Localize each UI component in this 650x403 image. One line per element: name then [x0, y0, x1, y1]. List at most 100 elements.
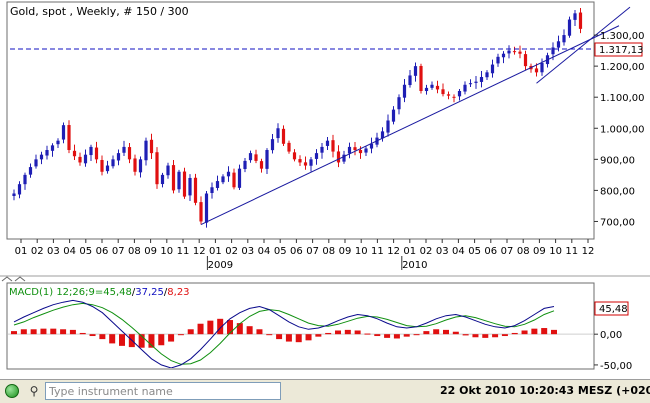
candle-body: [419, 65, 423, 91]
price-tick-label: 1.300,00: [600, 31, 645, 42]
candle-body: [78, 156, 82, 163]
price-panel-frame: [6, 1, 595, 240]
macd-histogram-bar: [541, 328, 548, 335]
current-price-marker: [594, 42, 643, 57]
year-label: 2009: [208, 260, 233, 271]
price-tick-label: 900,00: [600, 155, 635, 166]
macd-histogram-bar: [364, 333, 371, 335]
month-label: 09: [144, 246, 157, 257]
candle-body: [567, 19, 572, 36]
macd-histogram-bar: [69, 329, 76, 335]
candle-body: [171, 165, 176, 191]
candle-body: [204, 193, 209, 223]
macd-histogram-bar: [50, 328, 57, 335]
candle-body: [364, 148, 368, 153]
trendline[interactable]: [536, 6, 631, 84]
candle-body: [501, 53, 506, 58]
macd-histogram-bar: [344, 329, 351, 335]
macd-line: [13, 299, 555, 368]
macd-histogram-bar: [325, 332, 332, 335]
candle-body: [39, 154, 44, 160]
candle-body: [149, 139, 154, 154]
candle-body: [155, 152, 159, 185]
month-label: 04: [63, 246, 76, 257]
candle-body: [424, 87, 429, 92]
month-label: 01: [209, 246, 222, 257]
macd-histogram-bar: [482, 334, 489, 338]
candle-body: [94, 147, 99, 160]
month-label: 10: [355, 246, 368, 257]
macd-histogram-bar: [295, 334, 302, 343]
resize-handle-icon[interactable]: [1, 276, 26, 282]
candle-body: [578, 12, 583, 29]
price-tick-label: 1.000,00: [600, 124, 645, 135]
macd-histogram-bar: [217, 318, 224, 335]
candle-body: [133, 158, 137, 172]
candle-body: [45, 150, 49, 156]
macd-histogram-bar: [158, 334, 165, 346]
macd-tick-label: -50,00: [600, 361, 632, 372]
macd-histogram-bar: [472, 334, 479, 338]
month-label: 04: [452, 246, 465, 257]
candle-body: [430, 84, 434, 88]
candle-body: [479, 77, 484, 82]
macd-tick-label: 0,00: [600, 330, 622, 341]
candle-body: [518, 51, 522, 54]
candle-body: [402, 84, 407, 98]
macd-histogram-bar: [177, 334, 184, 336]
candle-body: [573, 13, 577, 20]
price-tick-label: 1.200,00: [600, 62, 645, 73]
candle-body: [468, 83, 473, 85]
candle-body: [463, 84, 467, 92]
candle-body: [320, 146, 324, 153]
candle-body: [144, 140, 148, 161]
macd-histogram-bar: [187, 329, 194, 335]
macd-panel-frame: [6, 282, 595, 370]
candle-body: [391, 109, 396, 122]
status-bar: ⚲ 22 Okt 2010 10:20:43 MESZ (+0200): [0, 379, 650, 403]
candle-body: [237, 168, 242, 188]
month-label: 10: [549, 246, 562, 257]
month-label: 11: [177, 246, 190, 257]
candle-body: [287, 142, 291, 152]
month-label: 01: [15, 246, 28, 257]
month-label: 08: [128, 246, 141, 257]
macd-histogram-bar: [79, 332, 86, 335]
candle-body: [116, 153, 121, 161]
candle-body: [331, 140, 335, 152]
candle-body: [199, 202, 203, 222]
trendline[interactable]: [200, 25, 620, 226]
connection-status-icon[interactable]: [5, 384, 19, 398]
macd-histogram-bar: [423, 331, 430, 335]
candle-body: [215, 181, 220, 188]
macd-histogram-bar: [138, 334, 145, 348]
chart-area[interactable]: Gold, spot , Weekly, # 150 / 300 700,00 8…: [0, 0, 650, 379]
macd-title: MACD(1) 12;26;9=45,48/37,25/8,23: [9, 287, 190, 298]
year-label: 2010: [402, 260, 427, 271]
macd-histogram-bar: [197, 323, 204, 335]
macd-histogram-bar: [99, 334, 106, 340]
macd-histogram-bar: [276, 334, 283, 340]
candle-body: [496, 56, 500, 64]
macd-histogram-bar: [443, 329, 449, 335]
month-label: 12: [387, 246, 400, 257]
macd-histogram-bar: [285, 334, 292, 342]
search-icon[interactable]: ⚲: [29, 384, 39, 398]
time-axis: 01 02 03 04 05 06 07 08 09 10 11 12 01 02 03 04 05 06 07 08…: [15, 239, 594, 271]
candle-body: [397, 97, 401, 110]
macd-histogram-bar: [433, 329, 440, 335]
candle-body: [551, 47, 555, 55]
macd-histogram-bar: [393, 334, 400, 339]
instrument-search-input[interactable]: [45, 382, 281, 400]
macd-histogram-bar: [207, 320, 214, 335]
macd-histogram-bar: [246, 326, 253, 335]
month-label: 04: [258, 246, 271, 257]
macd-title-sep2: /: [164, 287, 168, 298]
price-tick-label: 700,00: [600, 217, 635, 228]
month-label: 11: [371, 246, 384, 257]
candle-body: [67, 125, 71, 151]
candle-body: [50, 145, 55, 151]
macd-title-hist: 8,23: [167, 287, 189, 298]
macd-histogram-bar: [315, 334, 322, 337]
datetime-text: 22 Okt 2010 10:20:43: [440, 384, 575, 397]
